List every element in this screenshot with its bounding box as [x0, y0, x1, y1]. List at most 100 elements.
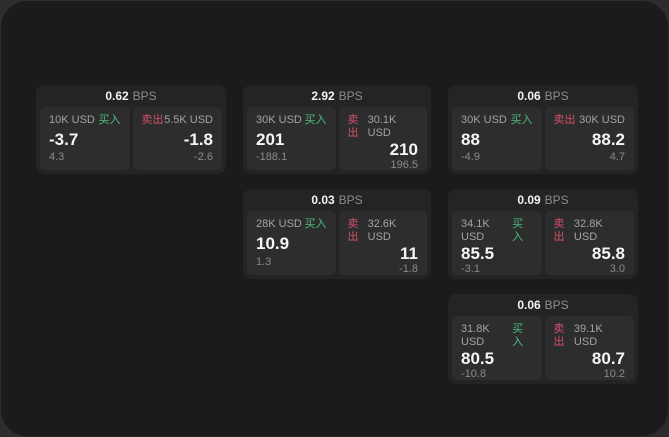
buy-change: -188.1 — [256, 151, 288, 163]
buy-size-label: 34.1K USD — [461, 218, 490, 243]
sell-tile-top: 卖出 32.8K USD — [554, 218, 626, 244]
buy-tile-top: 31.8K USD 买入 — [461, 323, 533, 349]
card-body: 30K USD 买入 88 -4.9 卖出 30K USD 88.2 4.7 — [452, 107, 634, 170]
sell-tile-top: 卖出 32.6K USD — [348, 218, 419, 244]
buy-size-label: 30K USD — [256, 114, 302, 126]
card-header: 2.92 BPS — [247, 85, 427, 107]
sell-tile[interactable]: 卖出 30K USD 88.2 4.7 — [544, 107, 634, 170]
sell-size-label: 32.8K USD — [573, 218, 603, 243]
sell-change: 10.2 — [603, 368, 625, 380]
sell-size-label: 30.1K USD — [367, 114, 397, 139]
card-body: 10K USD 买入 -3.7 4.3 卖出 5.5K USD -1.8 -2.… — [40, 107, 222, 170]
buy-change: -4.9 — [461, 151, 480, 163]
sell-tag: 卖出 — [553, 114, 576, 126]
buy-tag: 买入 — [512, 323, 524, 348]
buy-change: 4.3 — [49, 151, 65, 163]
buy-tag: 买入 — [98, 114, 121, 126]
sell-size-label: 30K USD — [579, 114, 625, 126]
sell-change: -2.6 — [194, 151, 213, 163]
sell-change: 3.0 — [609, 263, 625, 275]
quote-grid: 0.62 BPS 10K USD 买入 -3.7 4.3 卖出 5.5K USD… — [36, 85, 638, 384]
buy-change: -10.8 — [461, 368, 487, 380]
buy-tag: 买入 — [510, 114, 533, 126]
bps-value: 0.09 — [517, 193, 541, 207]
sell-size-label: 32.6K USD — [367, 218, 397, 243]
bps-value: 0.06 — [517, 298, 541, 312]
bps-unit-label: BPS — [338, 193, 363, 207]
sell-tag: 卖出 — [553, 323, 565, 348]
sell-tag: 卖出 — [347, 218, 359, 243]
sell-tile-top: 卖出 30.1K USD — [348, 114, 419, 140]
buy-tile[interactable]: 28K USD 买入 10.9 1.3 — [247, 211, 336, 275]
buy-change: 1.3 — [256, 256, 272, 268]
quote-card: 0.06 BPS 31.8K USD 买入 80.5 -10.8 卖出 39.1… — [448, 294, 638, 384]
buy-tile[interactable]: 30K USD 买入 88 -4.9 — [452, 107, 542, 170]
buy-price: -3.7 — [49, 129, 79, 149]
quote-card: 2.92 BPS 30K USD 买入 201 -188.1 卖出 30.1K … — [243, 85, 431, 174]
buy-price: 88 — [461, 129, 480, 149]
sell-tile[interactable]: 卖出 32.6K USD 11 -1.8 — [338, 211, 427, 275]
buy-tile[interactable]: 34.1K USD 买入 85.5 -3.1 — [452, 211, 542, 275]
sell-price: -1.8 — [183, 129, 213, 149]
sell-size-label: 5.5K USD — [164, 114, 213, 126]
buy-size-label: 28K USD — [256, 218, 302, 230]
sell-tile-top: 卖出 5.5K USD — [142, 114, 214, 127]
bps-unit-label: BPS — [338, 89, 363, 103]
sell-price: 85.8 — [591, 244, 625, 263]
sell-change: 196.5 — [390, 159, 418, 171]
quote-card: 0.62 BPS 10K USD 买入 -3.7 4.3 卖出 5.5K USD… — [36, 85, 226, 174]
buy-change: -3.1 — [461, 263, 480, 275]
sell-size-label: 39.1K USD — [573, 323, 603, 348]
buy-price: 10.9 — [256, 234, 290, 253]
card-header: 0.06 BPS — [452, 294, 634, 316]
sell-tag: 卖出 — [347, 114, 359, 139]
bps-value: 0.62 — [105, 89, 129, 103]
buy-tag: 买入 — [512, 218, 524, 243]
buy-tile[interactable]: 10K USD 买入 -3.7 4.3 — [40, 107, 130, 170]
sell-tile[interactable]: 卖出 32.8K USD 85.8 3.0 — [544, 211, 634, 275]
bps-unit-label: BPS — [544, 193, 569, 207]
quote-card: 0.03 BPS 28K USD 买入 10.9 1.3 卖出 32.6K US… — [243, 189, 431, 279]
card-body: 28K USD 买入 10.9 1.3 卖出 32.6K USD 11 -1.8 — [247, 211, 427, 275]
bps-unit-label: BPS — [544, 89, 569, 103]
bps-value: 0.06 — [517, 89, 541, 103]
sell-tile-top: 卖出 39.1K USD — [554, 323, 626, 349]
card-body: 34.1K USD 买入 85.5 -3.1 卖出 32.8K USD 85.8… — [452, 211, 634, 275]
buy-size-label: 10K USD — [49, 114, 95, 126]
sell-tag: 卖出 — [141, 114, 164, 126]
sell-tile[interactable]: 卖出 5.5K USD -1.8 -2.6 — [132, 107, 222, 170]
sell-tile-top: 卖出 30K USD — [554, 114, 626, 127]
sell-price: 11 — [400, 244, 418, 263]
card-body: 31.8K USD 买入 80.5 -10.8 卖出 39.1K USD 80.… — [452, 316, 634, 380]
buy-price: 201 — [256, 129, 285, 149]
buy-price: 80.5 — [461, 349, 495, 368]
buy-tag: 买入 — [304, 218, 327, 230]
card-header: 0.09 BPS — [452, 189, 634, 211]
buy-tile[interactable]: 31.8K USD 买入 80.5 -10.8 — [452, 316, 542, 380]
sell-change: 4.7 — [609, 151, 625, 163]
sell-tile[interactable]: 卖出 30.1K USD 210 196.5 — [338, 107, 427, 171]
buy-tile-top: 28K USD 买入 — [256, 218, 327, 231]
sell-tag: 卖出 — [553, 218, 565, 243]
quote-card: 0.06 BPS 30K USD 买入 88 -4.9 卖出 30K USD 8… — [448, 85, 638, 174]
sell-price: 80.7 — [591, 349, 625, 368]
buy-price: 85.5 — [461, 244, 495, 263]
buy-tile-top: 34.1K USD 买入 — [461, 218, 533, 244]
buy-tile-top: 30K USD 买入 — [461, 114, 533, 127]
card-header: 0.06 BPS — [452, 85, 634, 107]
bps-value: 0.03 — [311, 193, 335, 207]
card-body: 30K USD 买入 201 -188.1 卖出 30.1K USD 210 1… — [247, 107, 427, 171]
buy-tile[interactable]: 30K USD 买入 201 -188.1 — [247, 107, 336, 170]
card-header: 0.03 BPS — [247, 189, 427, 211]
sell-price: 210 — [389, 140, 418, 159]
sell-tile[interactable]: 卖出 39.1K USD 80.7 10.2 — [544, 316, 634, 380]
sell-price: 88.2 — [591, 129, 625, 149]
buy-tile-top: 10K USD 买入 — [49, 114, 121, 127]
quote-card: 0.09 BPS 34.1K USD 买入 85.5 -3.1 卖出 32.8K… — [448, 189, 638, 279]
buy-size-label: 30K USD — [461, 114, 507, 126]
sell-change: -1.8 — [399, 263, 418, 275]
buy-tag: 买入 — [304, 114, 327, 126]
card-header: 0.62 BPS — [40, 85, 222, 107]
buy-size-label: 31.8K USD — [461, 323, 490, 348]
